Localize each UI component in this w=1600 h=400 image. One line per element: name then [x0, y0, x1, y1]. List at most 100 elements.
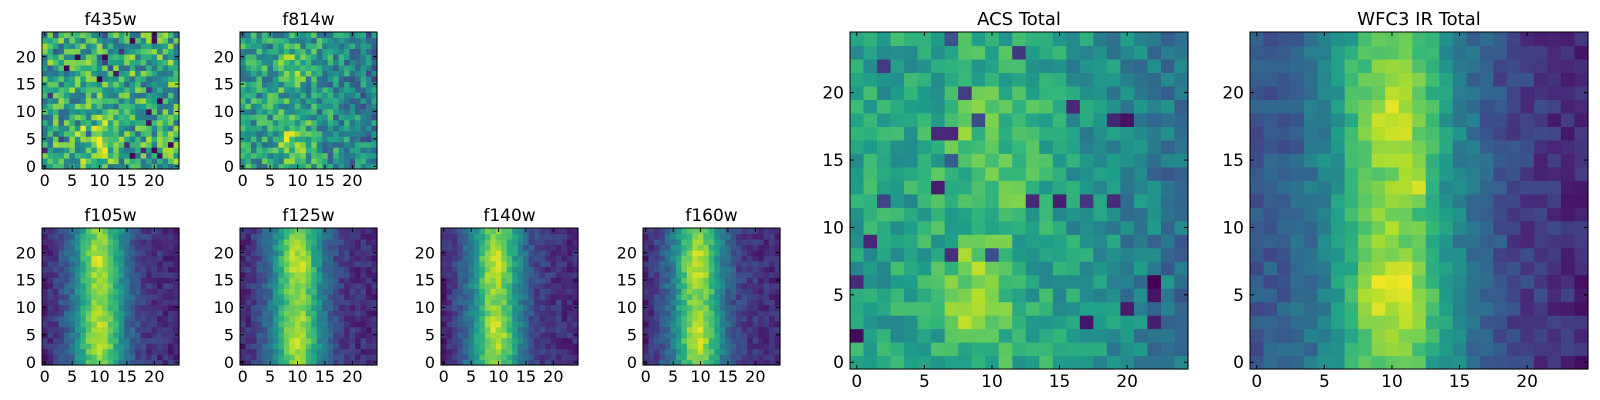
heatmap-cell [931, 261, 946, 276]
heatmap-cell [102, 152, 109, 159]
heatmap-cell [47, 70, 54, 77]
heatmap-cell [300, 64, 307, 71]
heatmap-cell [1385, 180, 1400, 195]
heatmap-cell [758, 238, 765, 246]
heatmap-cell [904, 288, 919, 303]
heatmap-cell [118, 103, 125, 110]
heatmap-cell [1452, 207, 1467, 222]
heatmap-cell [556, 271, 563, 278]
heatmap-cell [327, 92, 334, 99]
heatmap-cell [140, 152, 147, 159]
heatmap-cell [118, 238, 125, 246]
heatmap-cell [146, 119, 153, 126]
heatmap-cell [1506, 301, 1521, 316]
heatmap-cell [506, 271, 513, 278]
heatmap-cell [441, 354, 448, 361]
heatmap-cell [985, 58, 1000, 74]
heatmap-cell [124, 92, 131, 99]
heatmap-cell [451, 255, 459, 262]
heatmap-cell [1052, 166, 1067, 181]
heatmap-cell [534, 359, 541, 366]
heatmap-cell [495, 244, 502, 251]
heatmap-cell [490, 255, 497, 262]
heatmap-cell [91, 32, 98, 39]
heatmap-cell [338, 114, 345, 121]
heatmap-cell [322, 255, 329, 262]
heatmap-cell [162, 81, 169, 88]
heatmap-cell [157, 59, 164, 66]
heatmap-cell [1039, 193, 1054, 208]
heatmap-cell [245, 59, 252, 66]
heatmap-cell [484, 348, 491, 355]
heatmap-cell [129, 343, 136, 350]
heatmap-cell [69, 233, 76, 240]
heatmap-cell [1425, 342, 1440, 357]
heatmap-cell [1250, 261, 1265, 276]
heatmap-cell [289, 299, 296, 306]
heatmap-cell [958, 45, 973, 60]
heatmap-cell [300, 97, 307, 104]
heatmap-cell [245, 255, 252, 262]
heatmap-cell [168, 271, 175, 278]
heatmap-cell [1358, 166, 1373, 181]
heatmap-cell [1147, 342, 1162, 357]
heatmap-cell [58, 266, 65, 273]
heatmap-cell [96, 310, 103, 317]
heatmap-cell [686, 343, 693, 350]
heatmap-cell [58, 354, 65, 361]
heatmap-cell [675, 332, 682, 339]
heatmap-cell [278, 141, 285, 148]
heatmap-cell [113, 326, 120, 333]
heatmap-cell [42, 86, 49, 93]
y-tick-label: 5 [425, 325, 435, 344]
heatmap-cell [1066, 301, 1081, 316]
heatmap-cell [151, 310, 158, 317]
heatmap-cell [250, 299, 258, 306]
heatmap-cell [1317, 288, 1332, 303]
heatmap-cell [135, 271, 142, 278]
heatmap-cell [47, 42, 54, 50]
heatmap-cell [294, 81, 301, 88]
heatmap-cell [653, 315, 661, 322]
heatmap-cell [74, 147, 81, 154]
heatmap-cell [168, 103, 175, 110]
heatmap-cell [300, 332, 307, 339]
heatmap-cell [52, 238, 60, 246]
heatmap-cell [468, 249, 475, 256]
heatmap-cell [451, 238, 459, 246]
heatmap-cell [763, 299, 770, 306]
heatmap-cell [135, 332, 142, 339]
heatmap-cell [769, 271, 776, 278]
heatmap-cell [1479, 234, 1494, 249]
heatmap-cell [1079, 342, 1094, 357]
heatmap-cell [863, 355, 878, 370]
heatmap-cell [462, 310, 469, 317]
heatmap-cell [1133, 234, 1149, 249]
heatmap-cell [135, 130, 142, 137]
heatmap-cell [63, 86, 70, 93]
heatmap-cell [289, 108, 296, 115]
heatmap-cell [643, 299, 650, 306]
heatmap-cell [63, 288, 70, 295]
heatmap-cell [366, 32, 373, 39]
heatmap-cell [501, 337, 508, 344]
heatmap-cell [479, 260, 486, 267]
heatmap-cell [129, 282, 136, 289]
heatmap-cell [468, 348, 475, 355]
heatmap-cell [80, 86, 87, 93]
heatmap-cell [256, 81, 263, 88]
heatmap-cell [506, 244, 513, 251]
heatmap-cell [113, 108, 120, 115]
heatmap-cell [294, 141, 301, 148]
heatmap-cell [267, 125, 274, 132]
heatmap-cell [85, 141, 92, 148]
heatmap-cell [80, 348, 87, 355]
heatmap-cell [451, 282, 459, 289]
chart-title: ACS Total [977, 9, 1061, 30]
heatmap-cell [371, 282, 378, 289]
heatmap-cell [344, 136, 351, 143]
heatmap-cell [1344, 193, 1359, 208]
heatmap-cell [96, 266, 103, 273]
heatmap-cell [316, 293, 323, 300]
heatmap-cell [708, 233, 715, 240]
